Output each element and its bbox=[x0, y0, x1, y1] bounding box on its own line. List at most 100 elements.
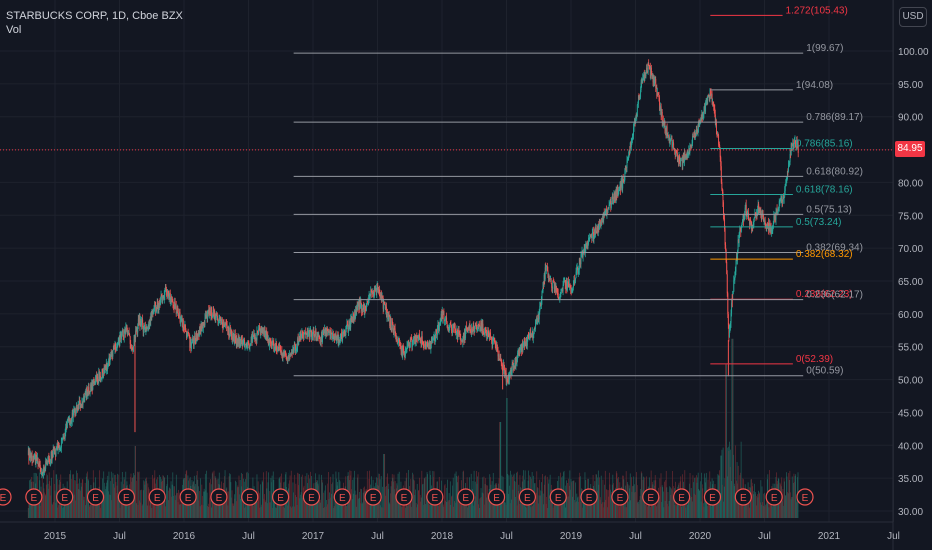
candle-body bbox=[584, 246, 586, 253]
volume-bar bbox=[54, 490, 56, 518]
volume-bar bbox=[477, 476, 478, 518]
earnings-marker[interactable] bbox=[56, 488, 74, 506]
volume-bar bbox=[68, 503, 70, 518]
earnings-marker[interactable] bbox=[241, 488, 259, 506]
candle-body bbox=[351, 318, 353, 321]
earnings-marker[interactable] bbox=[765, 488, 783, 506]
volume-bar bbox=[566, 496, 568, 518]
earnings-marker[interactable] bbox=[518, 488, 536, 506]
earnings-marker[interactable] bbox=[333, 488, 351, 506]
earnings-marker[interactable] bbox=[364, 488, 382, 506]
candle-body bbox=[312, 329, 314, 333]
earnings-marker[interactable] bbox=[117, 488, 135, 506]
volume-bar bbox=[544, 476, 546, 518]
volume-bar bbox=[668, 501, 670, 518]
candle-body bbox=[124, 329, 126, 331]
candle-body bbox=[740, 226, 742, 232]
fib-level-label: 1(99.67) bbox=[806, 43, 843, 54]
candle-body bbox=[771, 231, 773, 234]
earnings-marker[interactable] bbox=[580, 488, 598, 506]
candle-body bbox=[739, 230, 741, 232]
volume-bar bbox=[760, 480, 762, 518]
volume-bar bbox=[267, 503, 268, 518]
candle-body bbox=[526, 341, 528, 346]
candle-body bbox=[135, 330, 137, 332]
earnings-marker[interactable] bbox=[796, 488, 814, 506]
volume-bar bbox=[786, 472, 787, 518]
candle-body bbox=[431, 338, 433, 341]
candle-body bbox=[467, 328, 469, 331]
candle-body bbox=[97, 376, 99, 382]
earnings-marker[interactable] bbox=[734, 488, 752, 506]
earnings-marker[interactable] bbox=[426, 488, 444, 506]
earnings-marker[interactable] bbox=[272, 488, 290, 506]
candle-body bbox=[224, 325, 226, 327]
volume-bar bbox=[680, 506, 682, 518]
volume-bar bbox=[476, 483, 478, 518]
earnings-marker[interactable] bbox=[25, 488, 43, 506]
volume-bar bbox=[122, 501, 124, 518]
candle-body bbox=[222, 322, 224, 328]
candle-body bbox=[149, 319, 151, 327]
volume-bar bbox=[507, 493, 509, 518]
volume-bar bbox=[429, 505, 430, 518]
candle-body bbox=[275, 343, 277, 350]
candle-body bbox=[789, 162, 791, 163]
earnings-marker[interactable] bbox=[549, 488, 567, 506]
candle-body bbox=[431, 338, 432, 344]
candle-body bbox=[338, 339, 340, 345]
candle-body bbox=[672, 143, 674, 147]
candle-body bbox=[390, 328, 392, 331]
candle-body bbox=[529, 337, 530, 338]
price-axis-label: 60.00 bbox=[898, 310, 923, 321]
earnings-marker[interactable] bbox=[457, 488, 475, 506]
earnings-marker[interactable] bbox=[611, 488, 629, 506]
volume-bar bbox=[197, 486, 199, 518]
candle-body bbox=[346, 324, 348, 327]
candle-body bbox=[279, 345, 281, 350]
time-axis[interactable]: 2015 Jul 2016 Jul 2017 Jul 2018 Jul 2019 Jul 2020 J… bbox=[44, 531, 900, 542]
volume-bar bbox=[584, 495, 585, 518]
candle-body bbox=[498, 355, 500, 359]
candle-body bbox=[252, 334, 254, 336]
candle-body bbox=[237, 339, 238, 346]
candle-body bbox=[466, 326, 468, 329]
volume-bar bbox=[636, 485, 638, 518]
earnings-marker[interactable] bbox=[210, 488, 228, 506]
earnings-marker[interactable] bbox=[179, 488, 197, 506]
volume-bar bbox=[260, 506, 262, 518]
candle-body bbox=[497, 348, 499, 351]
earnings-marker[interactable] bbox=[86, 488, 105, 506]
candle-body bbox=[715, 122, 717, 124]
earnings-marker[interactable] bbox=[642, 488, 660, 506]
volume-bar bbox=[334, 489, 336, 518]
candle-body bbox=[714, 108, 716, 115]
candle-body bbox=[45, 461, 47, 469]
earnings-marker[interactable] bbox=[0, 488, 12, 506]
candle-body bbox=[627, 159, 629, 161]
volume-bar bbox=[783, 505, 784, 518]
earnings-marker[interactable] bbox=[148, 488, 166, 506]
candle-body bbox=[176, 312, 178, 314]
volume-bar bbox=[391, 481, 393, 518]
volume-bar bbox=[749, 507, 751, 518]
earnings-marker[interactable] bbox=[395, 488, 413, 506]
volume-bar bbox=[452, 485, 453, 518]
candle-body bbox=[290, 353, 292, 355]
candle-body bbox=[576, 267, 578, 270]
volume-bar bbox=[430, 495, 432, 518]
earnings-marker[interactable] bbox=[487, 488, 506, 506]
candle-body bbox=[91, 382, 93, 388]
candle-body bbox=[535, 322, 536, 329]
earnings-marker[interactable] bbox=[703, 488, 722, 506]
earnings-marker[interactable] bbox=[302, 488, 321, 506]
currency-button[interactable]: USD bbox=[899, 7, 927, 27]
price-axis[interactable]: 100.0095.0090.0085.0080.0075.0070.0065.0… bbox=[898, 47, 929, 518]
earnings-marker[interactable] bbox=[673, 488, 691, 506]
candle-body bbox=[513, 366, 515, 368]
candle-body bbox=[791, 143, 793, 147]
volume-bar bbox=[394, 481, 396, 518]
candle-body bbox=[472, 329, 474, 332]
